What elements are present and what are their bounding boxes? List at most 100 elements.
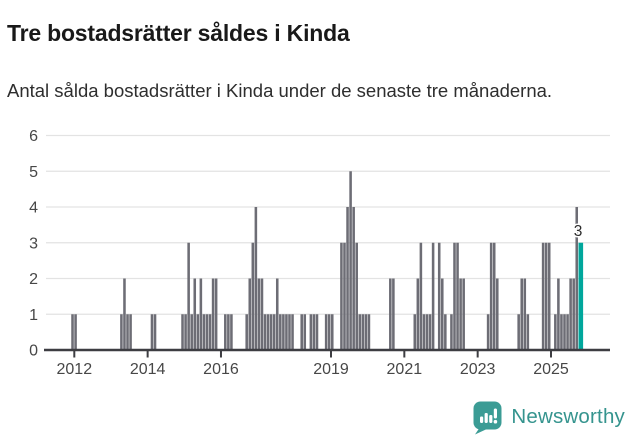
bar-chart: 0 1 2 3 4 5 6 2012 2014 2016 2019 2021 2023 2025 3: [0, 125, 631, 383]
bar: [563, 314, 566, 350]
bar: [444, 314, 447, 350]
bar: [352, 207, 355, 350]
bar: [196, 314, 200, 350]
bar: [324, 314, 328, 350]
x-axis-tick-label: 2012: [57, 361, 93, 378]
bar: [224, 314, 227, 350]
x-axis-tick-label: 2014: [130, 361, 166, 378]
bar: [428, 314, 432, 350]
bar: [300, 314, 303, 350]
bar: [74, 314, 77, 350]
x-axis-tick-label: 2021: [387, 361, 423, 378]
bar: [453, 242, 456, 350]
bar: [260, 278, 264, 350]
bar: [205, 314, 209, 350]
bar: [554, 314, 557, 350]
x-axis-tick-label: 2023: [460, 361, 496, 378]
bar: [315, 314, 319, 350]
bar: [486, 314, 490, 350]
bar: [230, 314, 233, 350]
bar: [202, 314, 206, 350]
bar: [187, 242, 190, 350]
bar: [544, 242, 548, 350]
bar: [251, 242, 255, 350]
bar: [572, 278, 575, 350]
bar: [279, 314, 282, 350]
bar: [492, 242, 496, 350]
bar: [343, 242, 346, 350]
bar: [214, 278, 218, 350]
bar: [208, 314, 212, 350]
x-axis-tick-label: 2016: [203, 361, 239, 378]
bar: [422, 314, 426, 350]
bar: [123, 278, 126, 350]
y-axis-tick-label: 5: [29, 164, 38, 181]
bar: [560, 314, 563, 350]
bar: [190, 314, 193, 350]
bar: [248, 278, 252, 350]
bar: [355, 242, 358, 350]
bar: [450, 314, 453, 350]
bar: [575, 207, 579, 350]
bar: [291, 314, 294, 350]
bar: [496, 278, 499, 350]
bar: [150, 314, 154, 350]
bar: [526, 314, 530, 350]
y-axis-tick-label: 6: [29, 128, 38, 145]
bar: [184, 314, 187, 350]
bar: [257, 278, 261, 350]
y-axis-tick-label: 2: [29, 271, 38, 288]
bar: [346, 207, 349, 350]
bar: [441, 278, 444, 350]
bar: [517, 314, 520, 350]
bar: [462, 278, 465, 350]
bar: [288, 314, 291, 350]
bar: [327, 314, 331, 350]
bar: [303, 314, 307, 350]
bar: [459, 278, 462, 350]
bar: [330, 314, 334, 350]
bar: [349, 171, 352, 350]
bar: [437, 242, 441, 350]
bar: [425, 314, 429, 350]
highlighted-bar-current-period: [578, 242, 584, 350]
bar: [126, 314, 129, 350]
y-axis-tick-label: 4: [29, 200, 38, 217]
bar: [569, 278, 572, 350]
newsworthy-attribution[interactable]: Newsworthy: [472, 400, 625, 434]
bar: [269, 314, 273, 350]
bar: [181, 314, 184, 350]
bar: [282, 314, 285, 350]
y-axis-tick-label: 3: [29, 235, 38, 252]
bar: [266, 314, 270, 350]
bar: [367, 314, 371, 350]
bar: [392, 278, 395, 350]
bar: [71, 314, 74, 350]
bar: [153, 314, 157, 350]
bar: [541, 242, 545, 350]
bar: [566, 314, 569, 350]
sales-chart: 0 1 2 3 4 5 6 2012 2014 2016 2019 2021 2023 2025 3: [29, 128, 610, 378]
bar: [227, 314, 230, 350]
bar: [361, 314, 365, 350]
bar: [358, 314, 362, 350]
bar: [312, 314, 316, 350]
bar: [211, 278, 215, 350]
bar: [557, 278, 560, 350]
bar: [489, 242, 493, 350]
y-axis-tick-label: 0: [29, 343, 38, 360]
current-value-annotation: 3: [574, 223, 583, 240]
bar: [199, 278, 203, 350]
bar: [245, 314, 248, 350]
x-axis-tick-label: 2019: [313, 361, 349, 378]
chart-subtitle: Antal sålda bostadsrätter i Kinda under …: [7, 79, 553, 101]
bar: [285, 314, 288, 350]
bar: [272, 314, 276, 350]
bar: [419, 242, 423, 350]
newsworthy-brand-text: Newsworthy: [511, 405, 625, 428]
bar: [275, 278, 279, 350]
bar: [547, 242, 551, 350]
bar: [340, 242, 343, 350]
y-axis-tick-label: 1: [29, 307, 38, 324]
bar: [263, 314, 267, 350]
